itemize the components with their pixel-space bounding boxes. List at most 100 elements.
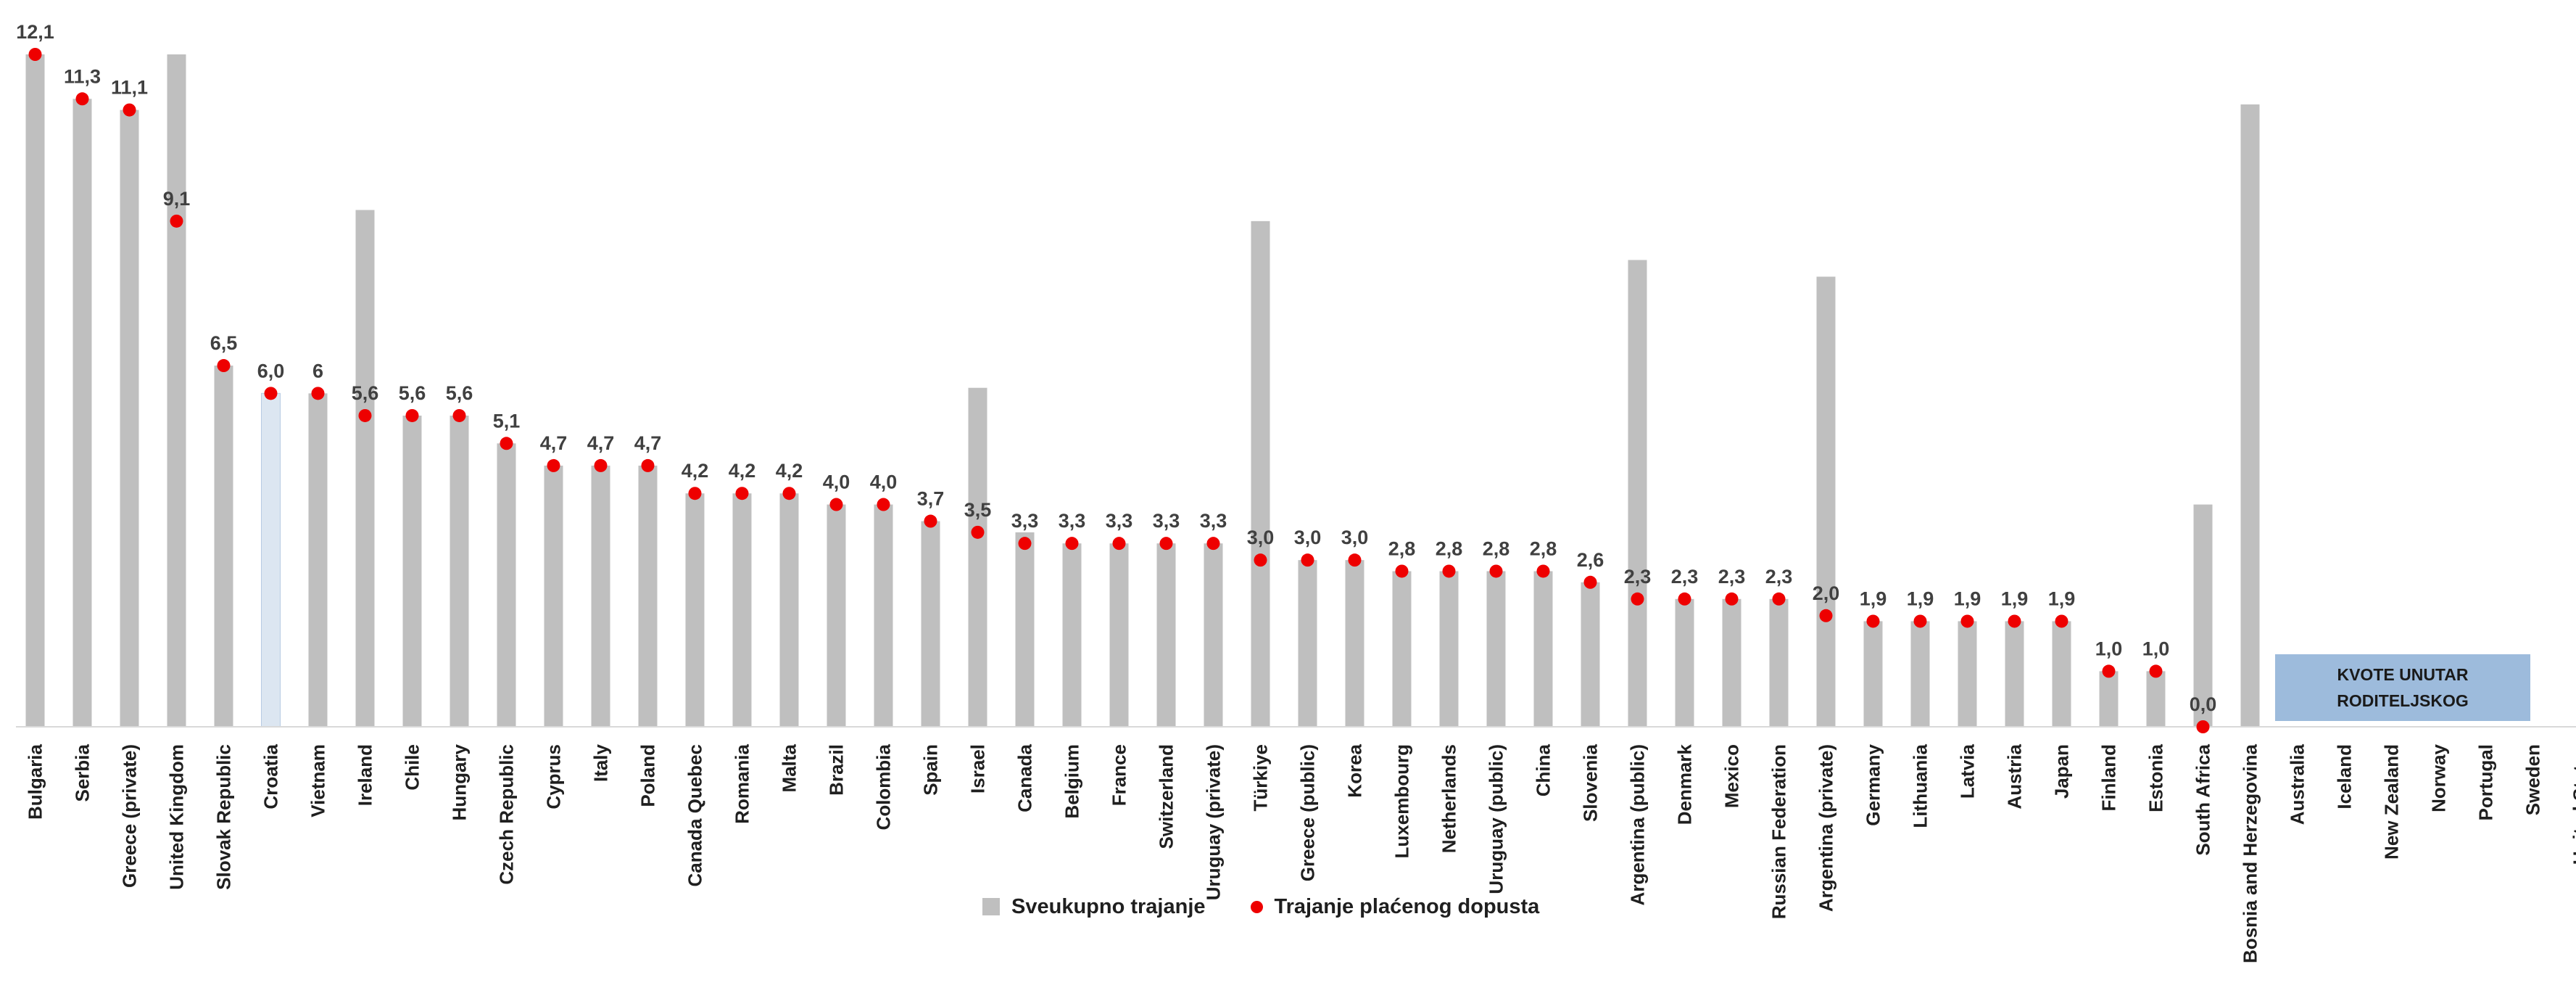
bar-t-rkiye [1251,221,1270,727]
value-label-t-rkiye: 3,0 [1247,527,1275,548]
value-label-brazil: 4,0 [823,471,850,493]
quota-annotation-line-2: RODITELJSKOG [2337,691,2469,710]
legend-label-total: Sveukupno trajanje [1011,894,1206,918]
bar-hungary [450,415,469,727]
category-label-france: France [1109,744,1130,806]
marker-colombia [877,498,890,511]
category-label-t-rkiye: Türkiye [1250,744,1272,812]
value-label-latvia: 1,9 [1954,588,1981,609]
bar-poland [638,465,658,727]
bar-italy [591,465,610,727]
marker-korea [1348,553,1362,567]
category-label-germany: Germany [1863,743,1884,825]
value-label-finland: 1,0 [2095,638,2123,659]
category-label-brazil: Brazil [826,744,848,796]
marker-greece-public [1301,553,1314,567]
marker-bulgaria [28,48,42,61]
value-label-uruguay-private: 3,3 [1200,510,1227,532]
marker-greece-private [123,103,136,117]
bar-latvia [1958,621,1977,727]
value-label-argentina-public: 2,3 [1624,566,1652,588]
category-label-south-africa: South Africa [2192,743,2214,855]
category-label-croatia: Croatia [260,743,282,809]
marker-netherlands [1442,564,1456,578]
bar-uruguay-private [1204,543,1223,727]
quota-annotation-box: KVOTE UNUTAR RODITELJSKOG [2275,654,2530,721]
marker-slovenia [1583,575,1597,589]
value-label-italy: 4,7 [587,432,615,454]
value-label-croatia: 6,0 [257,360,285,382]
value-label-lithuania: 1,9 [1907,588,1934,609]
bar-argentina-public [1628,260,1647,728]
category-label-finland: Finland [2098,744,2120,811]
bar-brazil [827,504,846,727]
category-label-cyprus: Cyprus [543,744,565,809]
bar-china [1533,571,1553,727]
category-label-sweden: Sweden [2522,744,2544,815]
category-label-poland: Poland [637,744,659,807]
category-label-ireland: Ireland [355,744,376,806]
category-label-colombia: Colombia [873,743,895,830]
category-label-netherlands: Netherlands [1438,744,1460,853]
marker-belgium [1065,537,1079,551]
bar-slovenia [1581,582,1600,727]
marker-poland [641,458,655,472]
marker-latvia [1960,614,1974,628]
category-label-iceland: Iceland [2334,744,2356,809]
marker-malta [782,487,796,500]
category-label-uruguay-public: Uruguay (public) [1486,744,1507,894]
legend-item-paid: Trajanje plaćenog dopusta [1250,895,1539,919]
value-label-korea: 3,0 [1341,527,1369,548]
marker-israel [971,525,985,539]
value-label-serbia: 11,3 [64,65,101,87]
bar-russian-federation [1769,598,1789,727]
bar-serbia [73,99,92,728]
category-label-argentina-public: Argentina (public) [1627,744,1649,905]
value-label-estonia: 1,0 [2142,638,2170,659]
value-label-romania: 4,2 [729,460,756,482]
marker-lithuania [1913,614,1927,628]
marker-brazil [829,498,843,511]
bar-estonia [2146,671,2166,727]
marker-denmark [1678,592,1691,606]
category-label-russian-federation: Russian Federation [1768,744,1790,919]
bar-mexico [1722,598,1742,727]
bar-colombia [874,504,893,727]
category-label-slovenia: Slovenia [1580,743,1602,821]
category-label-norway: Norway [2428,743,2450,812]
marker-italy [594,458,608,472]
category-label-austria: Austria [2004,743,2026,809]
bar-spain [921,521,940,727]
bar-canada-quebec [685,493,705,727]
marker-china [1536,564,1550,578]
marker-chile [405,408,419,422]
legend-marker-swatch [1250,900,1263,913]
category-label-hungary: Hungary [449,743,471,820]
marker-slovak-republic [217,359,231,373]
category-label-chile: Chile [402,744,423,791]
marker-france [1112,537,1126,551]
bar-croatia [261,392,281,728]
category-label-united-kingdom: United Kingdom [166,744,188,890]
bar-belgium [1062,543,1082,727]
category-label-czech-republic: Czech Republic [496,744,518,885]
value-label-slovenia: 2,6 [1577,549,1604,571]
bar-vietnam [308,393,328,727]
value-label-mexico: 2,3 [1718,566,1746,588]
value-label-japan: 1,9 [2048,588,2076,609]
value-labels-layer: 12,1 11,3 11,1 9,1 6,5 6,0 6 5,6 5,6 5,6 5,1 4,7 4,7… [16,21,2216,715]
category-label-canada-quebec: Canada Quebec [684,744,706,887]
category-label-australia: Australia [2287,743,2308,825]
marker-japan [2055,614,2068,628]
category-label-luxembourg: Luxembourg [1391,744,1413,858]
bar-south-africa [2193,504,2213,727]
value-label-germany: 1,9 [1860,588,1887,609]
value-label-greece-public: 3,0 [1294,527,1322,548]
bar-austria [2005,621,2024,727]
bar-greece-private [120,110,139,727]
category-label-denmark: Denmark [1674,743,1696,825]
value-label-united-kingdom: 9,1 [163,188,191,210]
value-label-poland: 4,7 [634,432,662,454]
bar-romania [732,493,752,727]
